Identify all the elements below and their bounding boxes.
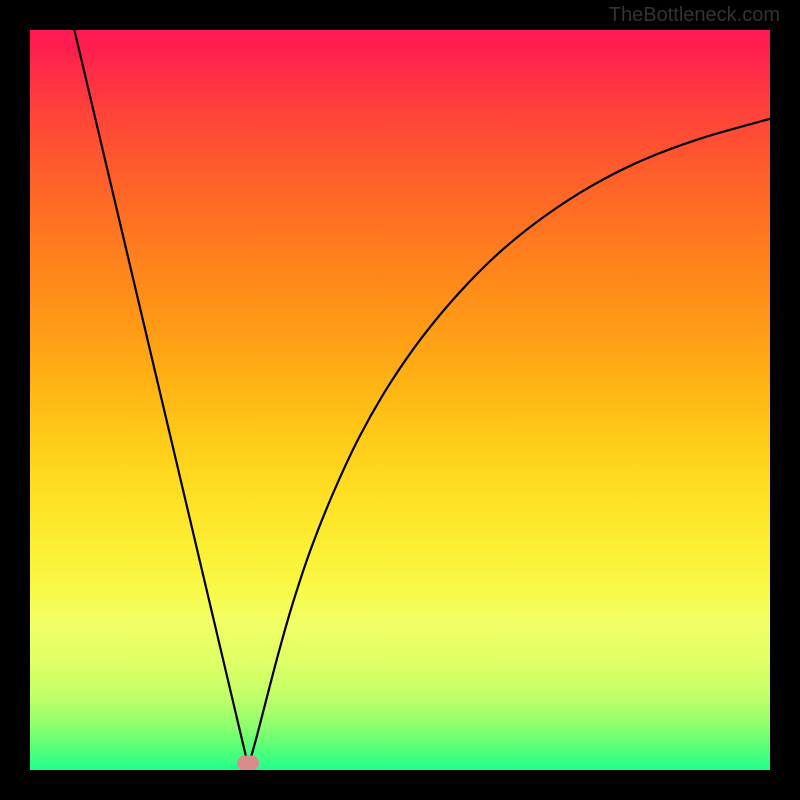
curve-svg xyxy=(30,30,770,770)
bottleneck-curve xyxy=(74,30,770,766)
plot-area xyxy=(30,30,770,770)
vertex-marker xyxy=(237,755,259,770)
watermark-text: TheBottleneck.com xyxy=(609,4,780,27)
